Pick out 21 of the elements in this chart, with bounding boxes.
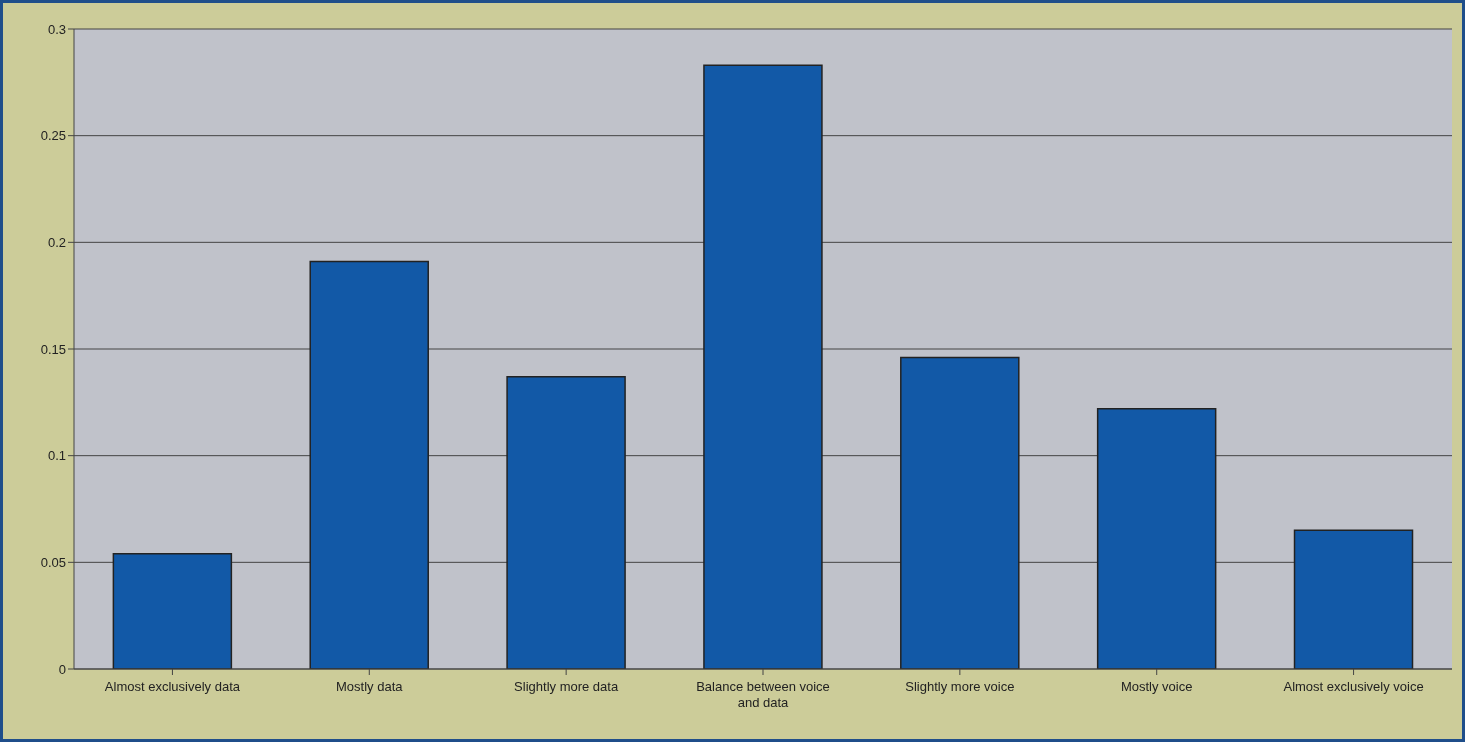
bar: [112, 553, 233, 669]
bar: [1096, 407, 1217, 669]
y-tick-label: 0.2: [47, 234, 66, 250]
bar: [900, 356, 1020, 669]
x-tick-label: Slightly more data: [514, 679, 619, 694]
bar: [506, 375, 626, 669]
y-tick-label: 0.05: [40, 554, 66, 570]
bar: [1293, 529, 1414, 669]
x-tick-label: Mostly data: [336, 679, 404, 694]
y-tick-label: 0: [58, 661, 66, 677]
bar: [703, 64, 823, 669]
x-tick-label: Slightly more voice: [905, 679, 1015, 694]
x-tick-label: Almost exclusively voice: [1283, 679, 1424, 694]
x-tick-label: Balance between voice and data: [696, 679, 830, 710]
y-tick-label: 0.15: [40, 341, 66, 357]
bar: [309, 260, 429, 669]
x-tick-label: Almost exclusively data: [104, 679, 241, 694]
x-tick-label: Mostly voice: [1120, 679, 1193, 694]
y-tick-label: 0.25: [40, 128, 66, 144]
y-tick-label: 0.1: [47, 448, 66, 464]
y-tick-label: 0.3: [47, 21, 66, 37]
